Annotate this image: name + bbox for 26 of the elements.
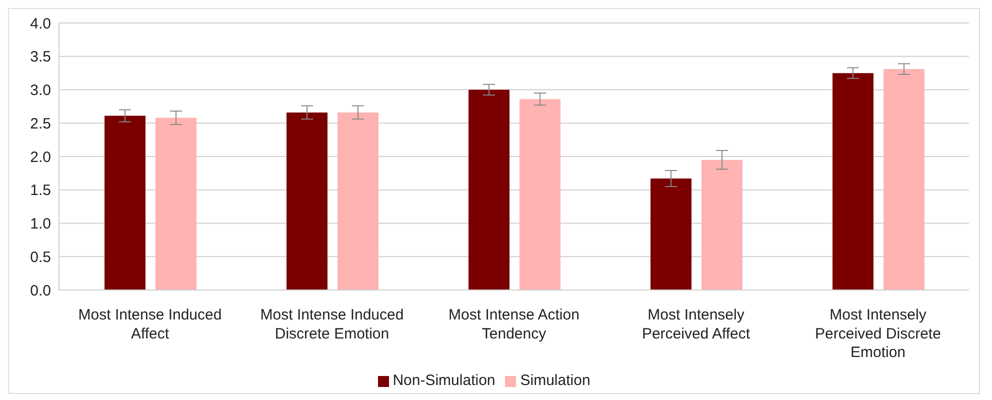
bar [104, 116, 146, 290]
y-tick-label: 1.0 [30, 216, 51, 233]
bar [156, 118, 196, 290]
y-tick-label: 2.5 [30, 115, 51, 132]
bar [832, 73, 874, 290]
x-tick-label: Most Intense Induced Discrete Emotion [260, 306, 404, 342]
y-tick-label: 3.5 [30, 48, 51, 66]
legend-label: Simulation [520, 372, 590, 389]
x-tick-label: Most Intense Action Tendency [448, 306, 580, 342]
legend-label: Non-Simulation [392, 372, 496, 389]
x-tick-label: Most Intensely Perceived Affect [642, 306, 751, 342]
bar [884, 69, 924, 290]
y-tick-label: 4.0 [30, 15, 51, 32]
bar [338, 112, 378, 290]
bar [650, 178, 692, 290]
bar [468, 90, 510, 290]
x-tick-label: Most Intense Induced Affect [78, 306, 222, 342]
bar [520, 99, 560, 290]
y-tick-label: 3.0 [30, 82, 51, 100]
y-tick-label: 1.5 [30, 182, 51, 200]
x-tick-label: Most Intensely Perceived Discrete Emotion [815, 306, 941, 361]
bar [702, 160, 742, 290]
bar [286, 112, 328, 290]
y-tick-label: 2.0 [30, 148, 51, 166]
y-tick-label: 0.5 [30, 248, 51, 266]
y-tick-label: 0.0 [30, 282, 51, 300]
